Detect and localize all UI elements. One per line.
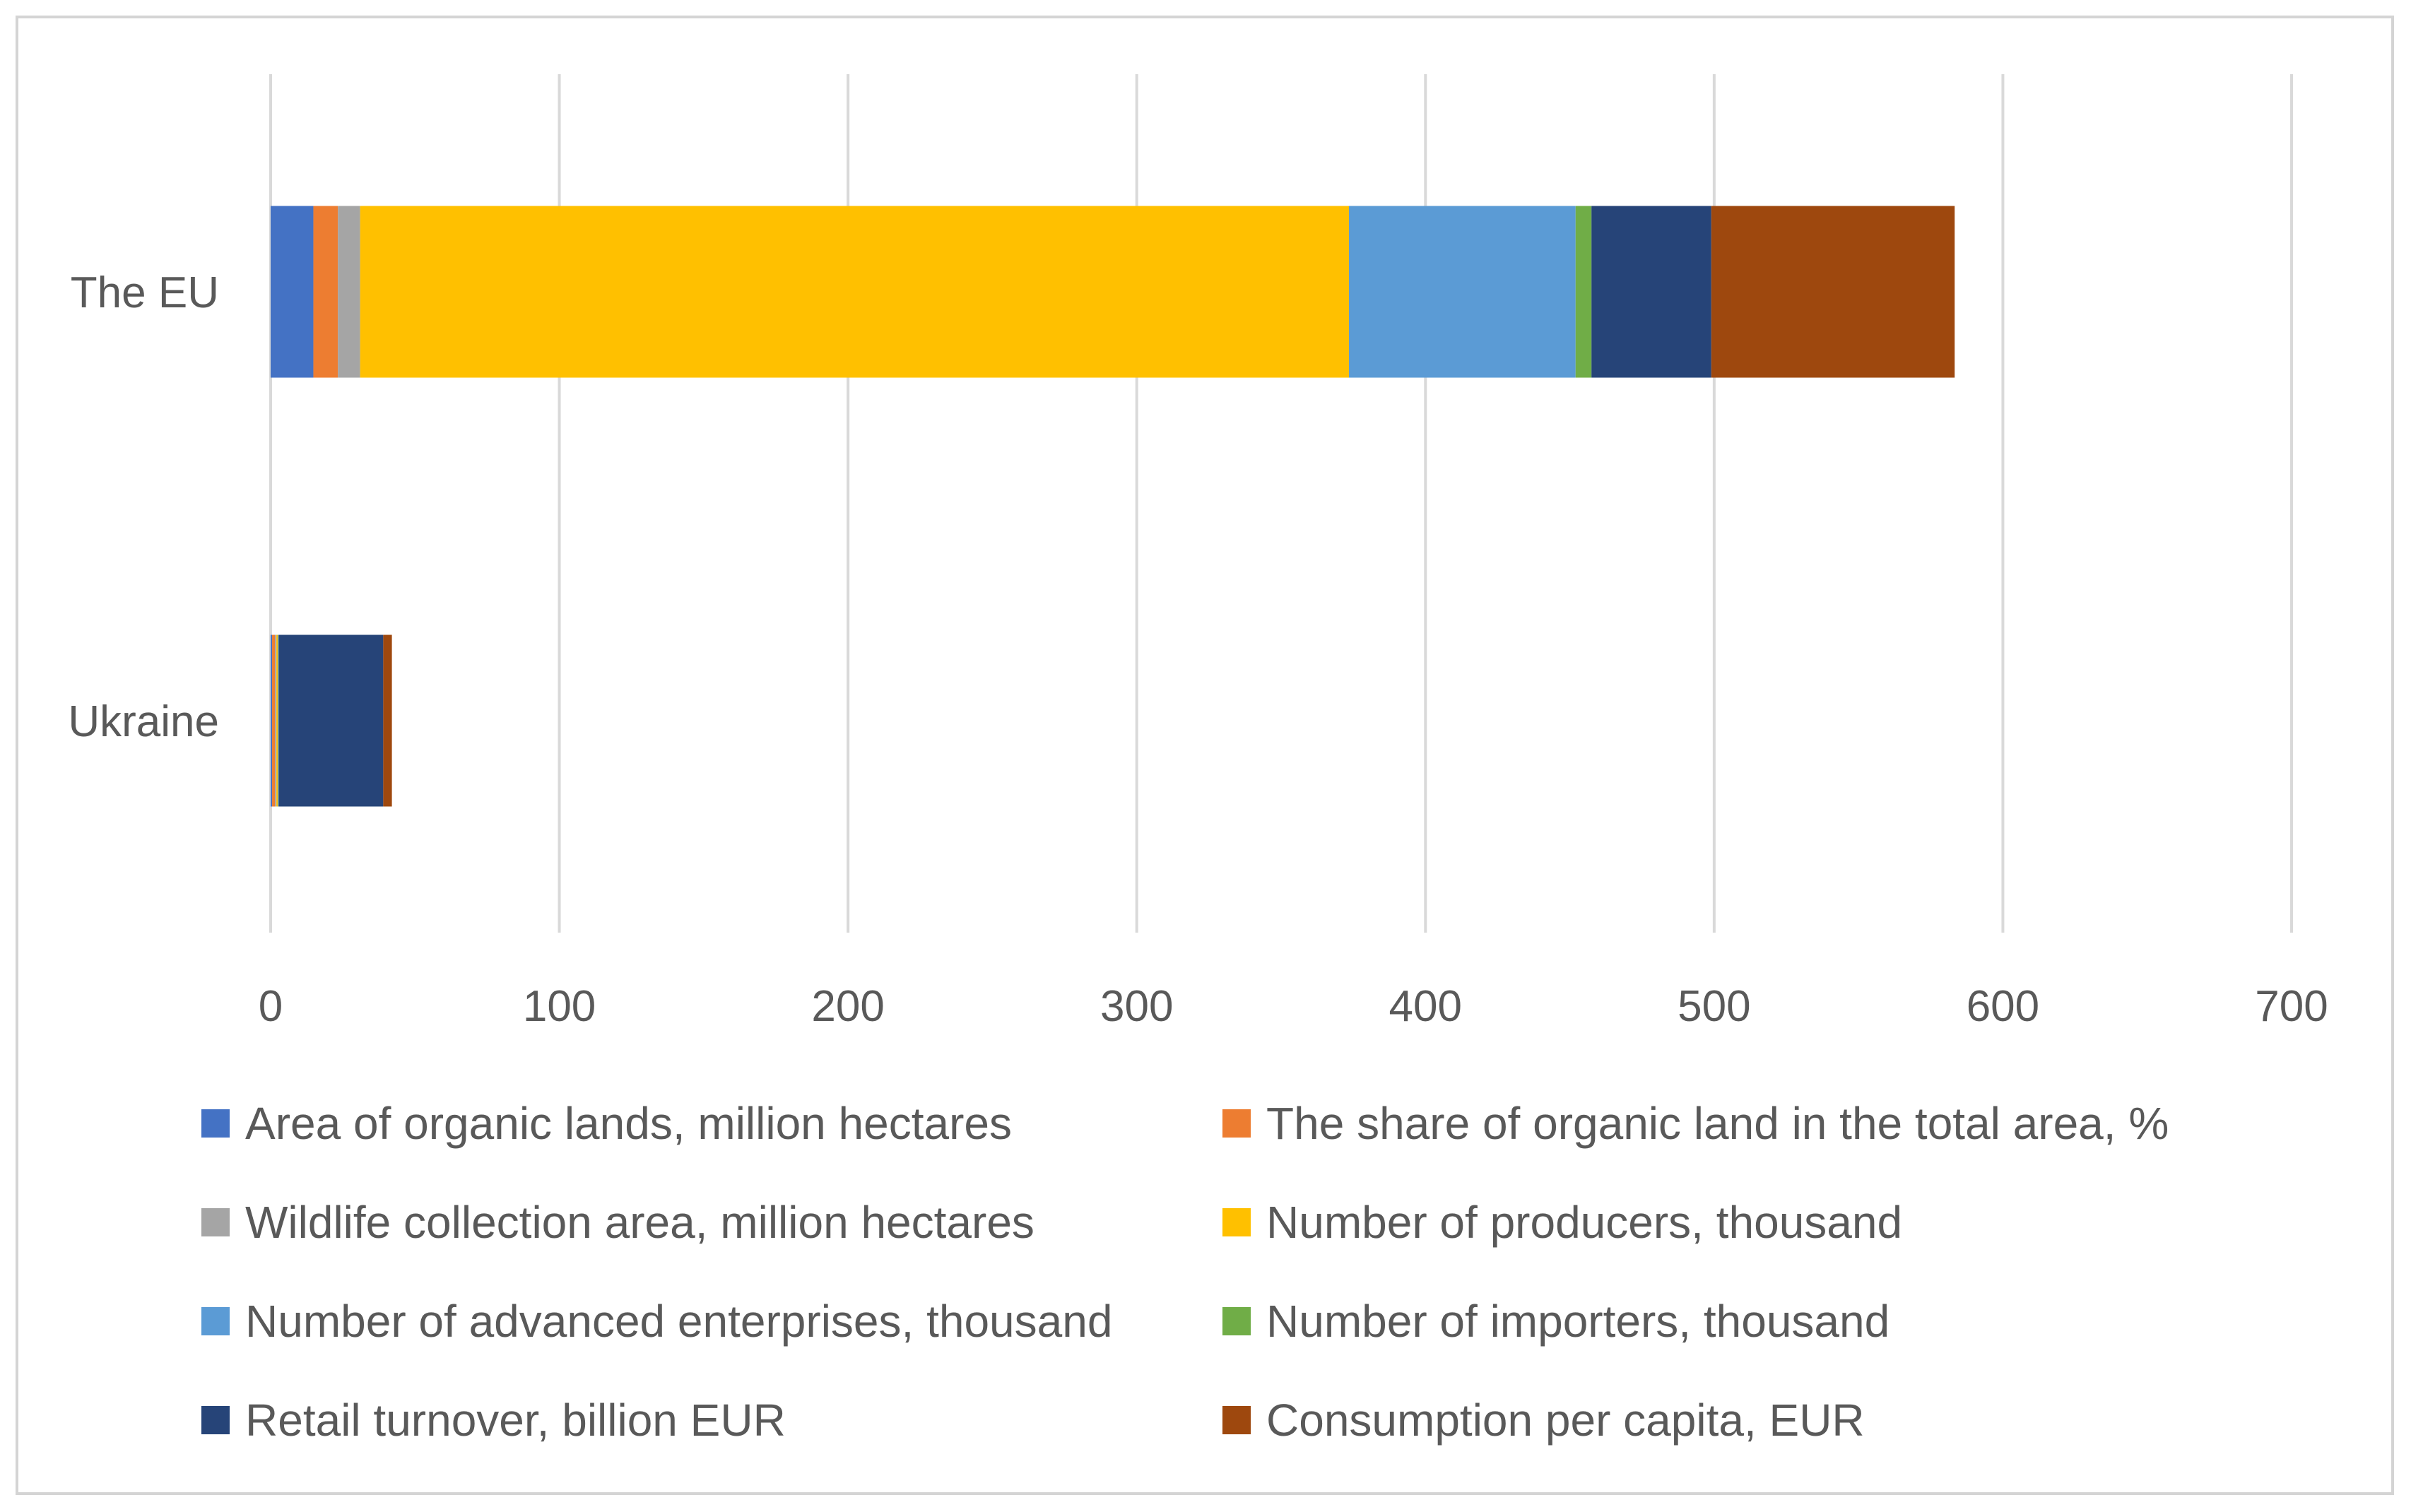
legend-swatch-3[interactable] xyxy=(1222,1208,1251,1236)
x-tick-label-600: 600 xyxy=(1967,982,2039,1031)
x-tick-label-500: 500 xyxy=(1678,982,1750,1031)
bar-segment-1-6 xyxy=(278,634,384,807)
legend-label-4[interactable]: Number of advanced enterprises, thousand xyxy=(245,1296,1112,1347)
bar-segment-1-2 xyxy=(275,634,277,807)
legend-swatch-0[interactable] xyxy=(201,1109,230,1138)
legend-swatch-4[interactable] xyxy=(201,1307,230,1335)
legend-swatch-6[interactable] xyxy=(201,1406,230,1434)
bar-segment-0-7 xyxy=(1711,206,1955,378)
legend-label-2[interactable]: Wildlife collection area, million hectar… xyxy=(245,1197,1034,1248)
bar-segment-0-5 xyxy=(1575,206,1592,378)
legend-label-1[interactable]: The share of organic land in the total a… xyxy=(1266,1098,2169,1149)
bars xyxy=(271,206,1955,807)
bar-segment-0-6 xyxy=(1591,206,1711,378)
category-label-0: The EU xyxy=(71,268,219,317)
bar-segment-1-7 xyxy=(383,634,392,807)
bar-segment-1-1 xyxy=(272,634,276,807)
legend-label-5[interactable]: Number of importers, thousand xyxy=(1266,1296,1890,1347)
bar-segment-0-3 xyxy=(360,206,1350,378)
legend-swatch-1[interactable] xyxy=(1222,1109,1251,1138)
legend-swatch-5[interactable] xyxy=(1222,1307,1251,1335)
legend[interactable]: Area of organic lands, million hectares T… xyxy=(201,1098,2169,1446)
legend-label-3[interactable]: Number of producers, thousand xyxy=(1266,1197,1902,1248)
bar-segment-0-2 xyxy=(338,206,360,378)
legend-label-7[interactable]: Consumption per capita, EUR xyxy=(1266,1395,1865,1446)
bar-segment-0-1 xyxy=(313,206,338,378)
legend-label-0[interactable]: Area of organic lands, million hectares xyxy=(245,1098,1012,1149)
bar-segment-0-0 xyxy=(271,206,314,378)
legend-label-6[interactable]: Retail turnover, billion EUR xyxy=(245,1395,786,1446)
legend-swatch-7[interactable] xyxy=(1222,1406,1251,1434)
x-tick-label-200: 200 xyxy=(811,982,884,1031)
bar-segment-0-4 xyxy=(1349,206,1576,378)
bar-segment-1-3 xyxy=(276,634,278,807)
legend-swatch-2[interactable] xyxy=(201,1208,230,1236)
bar-segment-1-0 xyxy=(271,634,273,807)
x-axis-ticks: 0 100 200 300 400 500 600 700 xyxy=(259,982,2328,1031)
category-label-1: Ukraine xyxy=(68,697,219,746)
x-tick-label-0: 0 xyxy=(259,982,283,1031)
y-axis-categories: The EU Ukraine xyxy=(68,268,219,746)
x-tick-label-300: 300 xyxy=(1100,982,1173,1031)
x-tick-label-100: 100 xyxy=(523,982,596,1031)
x-tick-label-700: 700 xyxy=(2255,982,2328,1031)
gridlines xyxy=(269,74,2293,933)
x-tick-label-400: 400 xyxy=(1389,982,1462,1031)
